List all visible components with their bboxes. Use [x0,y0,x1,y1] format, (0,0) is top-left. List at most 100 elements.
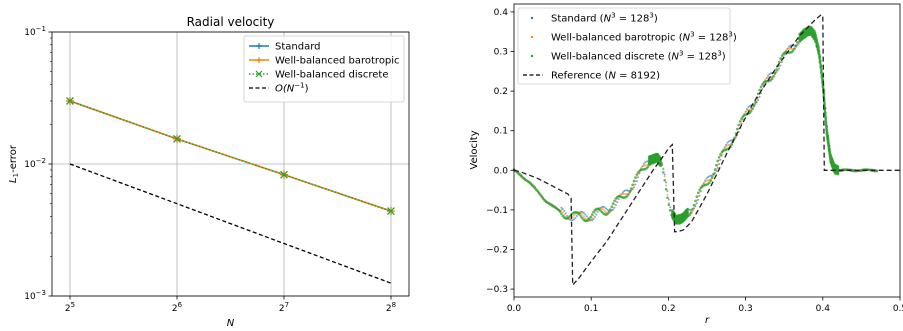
right-y-tick-label: 0.3 [494,48,508,58]
right-scatter-dense-point [659,163,662,166]
right-scatter-point [642,162,645,165]
right-scatter-point [712,172,715,176]
left-legend-entry-barotropic: Well-balanced barotropic [249,56,400,67]
right-plot-frame [513,3,901,298]
right-y-tick-label: 0.0 [494,166,509,176]
left-y-axis-label: L1-error [8,144,20,183]
right-scatter-point [558,210,562,213]
left-y-tick-label: 10−3 [24,289,46,302]
right-scatter-dense-point [827,139,830,143]
left-chart-title: Radial velocity [187,15,275,29]
right-scatter-point [772,75,775,78]
right-x-tick-label: 0.4 [816,304,831,314]
right-scatter-point [664,187,668,191]
right-x-tick-label: 0.0 [507,304,522,314]
right-scatter-point [715,163,718,167]
left-point-x-2 [66,97,74,105]
right-scatter-point [585,215,588,218]
right-scatter-point [787,45,790,48]
right-scatter-dense-point [818,54,822,57]
right-scatter-point [533,186,537,189]
right-scatter-point [628,190,632,194]
right-scatter-point [791,49,795,53]
right-scatter-point [875,169,879,173]
right-scatter-point [560,212,563,216]
right-scatter-point [740,117,743,120]
right-scatter-point [752,104,756,107]
right-scatter-point [777,60,781,64]
right-scatter-point [785,49,788,52]
right-y-tick-label: 0.4 [494,8,509,18]
right-scatter-point [767,74,769,77]
right-scatter-dense-point [686,207,689,211]
right-scatter-point [573,218,575,221]
right-scatter-point [603,206,606,209]
legend-marker-plus-icon [256,57,262,63]
right-scatter-dense-point [819,59,822,62]
right-y-tick-label: 0.2 [494,87,508,97]
right-scatter-point [775,68,778,71]
right-scatter-point [589,215,593,219]
right-scatter-point [580,212,582,214]
right-scatter-point [696,191,700,195]
right-scatter-point [779,57,782,60]
right-scatter-point [627,193,630,196]
right-y-tick-label: 0.1 [494,127,508,137]
right-scatter-point [540,195,544,199]
left-legend: Standard Well-balanced barotropic Well-b… [243,35,405,103]
right-scatter-dense-point [826,134,829,137]
right-scatter-point [588,217,591,221]
right-scatter-point [634,176,637,179]
right-scatter-point [751,107,754,111]
left-x-tick-label: 26 [172,301,183,314]
right-scatter-point [737,123,740,127]
left-chart: 25 26 27 28 10−3 10−2 10−1 Radial velocity N L… [8,15,410,329]
legend-label-standard: Standard [275,42,321,53]
right-scatter-dense-point [827,142,831,145]
right-scatter-point [584,213,587,216]
right-scatter-point [759,85,763,89]
right-scatter-point [665,184,668,187]
right-scatter-point [688,213,692,216]
right-scatter-point [596,211,599,213]
right-scatter-dense-point [824,118,828,121]
right-scatter-dense-point [818,56,822,59]
right-scatter-point [695,195,699,198]
right-scatter-point [624,189,627,192]
right-scatter-point [566,214,568,217]
right-legend-label: Well-balanced barotropic (N3 = 1283) [551,31,737,44]
right-scatter-point [746,107,749,110]
right-ticks: 0.0 0.1 0.2 0.3 0.4 0.5 −0.3 −0.2 −0.1 0.0 0.1 0.2 0… [486,8,903,314]
right-scatter-point [663,175,666,178]
right-scatter-dense-point [826,131,829,134]
right-reference-line [513,13,900,287]
right-scatter-point [621,191,624,194]
right-scatter-point [631,183,634,187]
right-scatter-dense-point [815,36,818,39]
right-scatter-dense-point [823,108,827,112]
right-scatter-point [723,146,726,149]
right-x-axis-label: r [705,315,710,326]
right-scatter-dense-point [824,111,827,115]
right-scatter-dense-point [819,64,823,67]
right-scatter-point [726,141,729,144]
legend-label-discrete: Well-balanced discrete [275,70,388,81]
left-y-label-sub: 1 [12,173,20,177]
right-scatter-point [730,143,733,146]
right-scatter-point [629,187,633,190]
right-y-tick-label: −0.2 [486,245,508,255]
left-y-label-main: L [8,177,19,183]
right-scatter-point [702,182,705,184]
right-x-tick-label: 0.2 [661,304,675,314]
right-scatter-point [607,210,611,214]
right-scatter-dense-point [837,165,840,168]
right-scatter-point [635,180,638,183]
right-scatter-point [695,202,698,205]
right-scatter-point [662,171,665,174]
right-scatter-point [794,44,798,48]
right-scatter-point [666,196,669,199]
right-scatter-dense-point [820,70,823,74]
right-scatter-point [574,213,577,216]
right-scatter-point [719,153,722,156]
right-scatter-point [710,176,714,179]
